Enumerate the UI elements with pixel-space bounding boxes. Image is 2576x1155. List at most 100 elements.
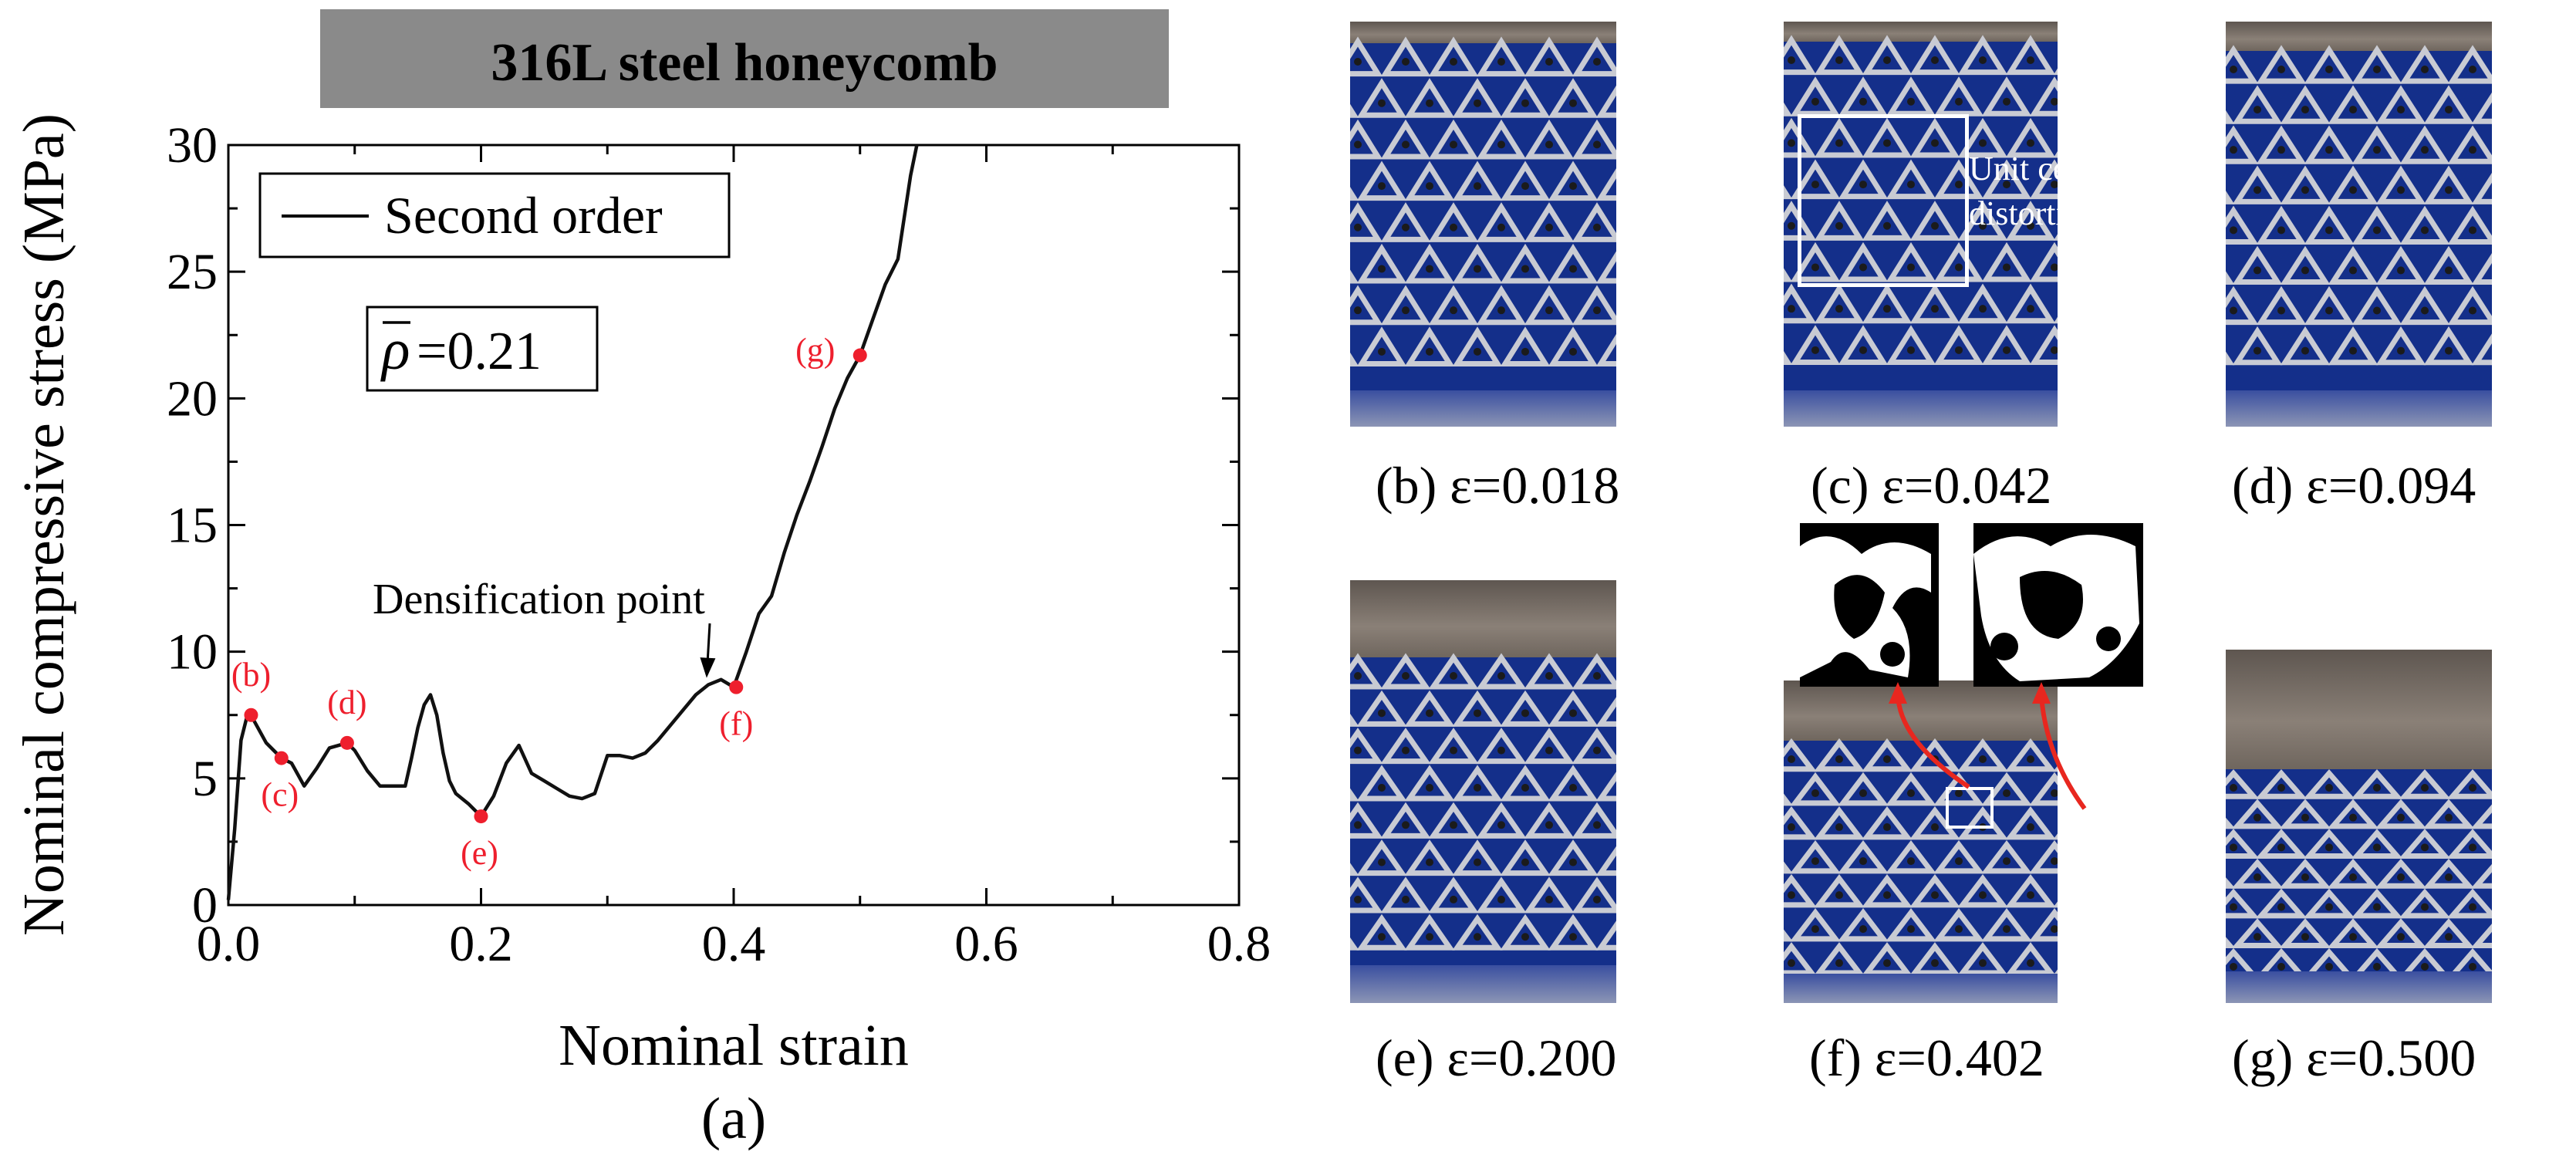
lattice-hole [2027, 755, 2034, 763]
lattice-hole [1859, 857, 1867, 866]
lattice-hole [1835, 755, 1843, 763]
lattice-cell [1548, 765, 1599, 802]
lattice-cell [1789, 839, 1842, 874]
lattice-hole [1907, 789, 1915, 798]
lattice-cell [2279, 799, 2331, 829]
lattice-cell [1933, 325, 1984, 365]
plot-frame [227, 144, 1241, 907]
lattice-hole [2301, 346, 2309, 355]
lattice-hole [2421, 226, 2429, 235]
lattice-hole [2373, 146, 2381, 154]
lattice-cell [1595, 333, 1616, 366]
lattice-hole [2301, 186, 2309, 194]
lattice-hole [1569, 99, 1577, 107]
lattice-cell [1784, 102, 1793, 117]
lattice-hole [1859, 789, 1867, 798]
lattice-hole [2397, 933, 2405, 941]
lattice-cell [2304, 125, 2355, 164]
lattice-hole [1907, 925, 1915, 934]
lattice-hole [1521, 858, 1529, 866]
lattice-cell [1500, 243, 1551, 284]
lattice-hole [2027, 891, 2034, 900]
lattice-cell [2328, 245, 2378, 285]
lattice-cell [1886, 241, 1936, 282]
lattice-hole [1426, 783, 1433, 792]
lattice-cell [2327, 918, 2379, 949]
lattice-cell [1404, 690, 1455, 727]
lattice-cell [2328, 165, 2378, 204]
lattice-hole [1955, 346, 1963, 354]
lattice-hole [1593, 306, 1601, 315]
lattice-hole [1955, 263, 1963, 272]
lattice-cell [1452, 765, 1503, 802]
lattice-cell [1500, 914, 1551, 951]
lattice-cell [1595, 920, 1616, 951]
lattice-cell [1957, 35, 2008, 76]
lattice-hole [1497, 821, 1505, 829]
lattice-cell [1862, 201, 1913, 241]
lattice-cell [2004, 942, 2057, 976]
lattice-hole [1907, 263, 1915, 272]
lattice-cell [1548, 243, 1599, 284]
marker-label: (g) [795, 332, 835, 370]
lattice-hole [2277, 226, 2285, 235]
lattice-cell [2232, 245, 2283, 285]
lattice-cell [2446, 888, 2492, 919]
lattice-hole [2325, 146, 2333, 154]
lattice-cell [2399, 125, 2450, 164]
lattice-hole [1811, 181, 1819, 189]
lattice-cell [1790, 76, 1841, 117]
zoom-region-left [1946, 787, 1994, 829]
lattice-hole [1859, 925, 1867, 934]
lattice-cell [1476, 653, 1527, 690]
lattice-cell [2351, 125, 2402, 164]
lattice-cell [2028, 772, 2058, 806]
lattice-hole [1788, 305, 1795, 313]
lattice-hole [1402, 223, 1410, 231]
lattice-hole [1354, 306, 1362, 315]
lattice-hole [2301, 106, 2309, 114]
marker-point [274, 751, 289, 765]
lattice-cell [2304, 285, 2355, 326]
lattice-cell [1350, 285, 1383, 326]
lattice-hole [1811, 857, 1819, 866]
lattice-hole [2301, 266, 2309, 275]
lattice-hole [2373, 962, 2381, 971]
lattice-hole [2349, 813, 2357, 822]
y-tick-label: 15 [167, 498, 218, 554]
lattice-cell [1595, 85, 1616, 118]
lattice-cell [1428, 285, 1479, 326]
lattice-cell [1452, 243, 1503, 284]
lattice-hole [1402, 672, 1410, 680]
lattice-cell [1524, 653, 1575, 690]
lattice-hole [1931, 305, 1939, 313]
lattice-hole [1426, 99, 1433, 107]
lattice-hole [2277, 146, 2285, 154]
lattice-hole [1378, 347, 1386, 356]
lattice-hole [1979, 221, 1987, 230]
lattice-cell [1524, 36, 1575, 77]
stress-strain-chart: 316L steel honeycomb 0.0 0.2 0.4 0.6 0.8 0 5 10… [12, 9, 1271, 1151]
lattice-cell [1350, 103, 1359, 118]
lattice-cell [2423, 165, 2474, 204]
lattice-cell [2226, 351, 2235, 366]
lattice-cell [1784, 350, 1793, 365]
lattice-hole [2027, 221, 2034, 230]
lattice-cell [2029, 159, 2058, 200]
x-tick-label: 0.8 [1207, 916, 1271, 972]
lattice-hole [2397, 873, 2405, 881]
lattice-hole [1593, 140, 1601, 149]
lattice-hole [1545, 306, 1553, 315]
lattice-hole [1450, 306, 1457, 315]
lattice-cell [1500, 78, 1551, 118]
lattice-hole [1569, 347, 1577, 356]
photo-f [1784, 681, 2058, 1003]
lattice-cell [1595, 168, 1616, 201]
lattice-hole [1859, 97, 1867, 106]
lattice-cell [1452, 690, 1503, 727]
lattice-cell [1909, 117, 1960, 158]
lattice-cell [2375, 799, 2427, 829]
lattice-cell [1476, 119, 1527, 160]
lattice-hole [2254, 186, 2261, 194]
lattice-cell [1500, 160, 1551, 201]
